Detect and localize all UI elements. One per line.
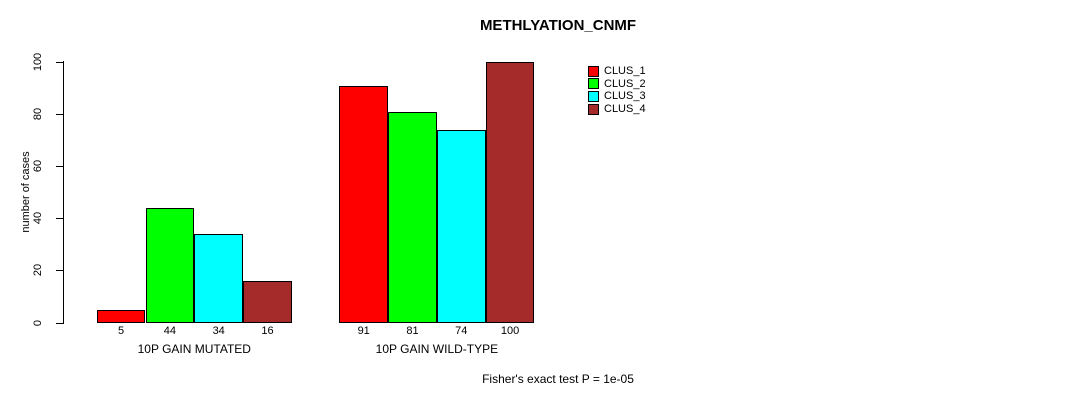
legend-swatch-clus_3: [588, 90, 599, 102]
bar-value-label: 44: [163, 325, 177, 337]
y-tick-label: 20: [32, 264, 44, 277]
bar-value-label: 100: [500, 325, 520, 337]
legend-row: CLUS_3: [588, 90, 646, 103]
y-axis-label: number of cases: [20, 151, 32, 233]
legend-row: CLUS_2: [588, 78, 646, 91]
legend-row: CLUS_4: [588, 103, 646, 116]
bar-clus_1-group2: [339, 85, 389, 323]
y-tick-mark: [56, 114, 64, 115]
y-tick-mark: [56, 166, 64, 167]
y-tick-mark: [56, 62, 64, 63]
category-label: 10P GAIN MUTATED: [137, 342, 251, 356]
bar-value-label: 81: [406, 325, 419, 337]
bar-value-label: 34: [212, 325, 225, 337]
bar-clus_2-group2: [388, 111, 437, 323]
legend-label: CLUS_3: [604, 90, 646, 103]
bar-clus_3-group1: [194, 234, 244, 323]
y-tick-label: 60: [32, 159, 44, 173]
bar-clus_2-group1: [145, 208, 195, 323]
legend-label: CLUS_1: [604, 65, 646, 78]
legend-label: CLUS_2: [604, 77, 646, 90]
legend-label: CLUS_4: [604, 103, 646, 116]
bar-value-label: 5: [118, 325, 125, 337]
legend: CLUS_1 CLUS_2 CLUS_3 CLUS_4: [588, 65, 646, 115]
bar-value-label: 16: [261, 325, 274, 337]
bar-clus_4-group1: [243, 281, 292, 323]
y-tick-mark: [56, 270, 64, 271]
legend-row: CLUS_1: [588, 65, 646, 78]
y-axis-line: [63, 61, 64, 323]
y-tick-label: 0: [32, 319, 44, 326]
bar-value-label: 74: [455, 325, 468, 337]
bar-value-label: 91: [357, 325, 370, 337]
bar-clus_4-group2: [485, 62, 535, 323]
annotation-text: Fisher's exact test P = 1e-05: [482, 372, 634, 386]
chart-title: METHLYATION_CNMF: [479, 17, 637, 34]
y-tick-mark: [56, 218, 64, 219]
legend-swatch-clus_2: [588, 78, 599, 90]
legend-swatch-clus_4: [588, 103, 599, 115]
legend-swatch-clus_1: [588, 65, 599, 77]
y-tick-label: 40: [32, 211, 44, 225]
bar-clus_3-group2: [436, 129, 486, 323]
y-tick-label: 80: [32, 107, 44, 120]
category-label: 10P GAIN WILD-TYPE: [375, 342, 499, 356]
y-tick-mark: [56, 323, 64, 324]
bar-clus_1-group1: [96, 309, 146, 323]
y-tick-label: 100: [32, 52, 44, 71]
